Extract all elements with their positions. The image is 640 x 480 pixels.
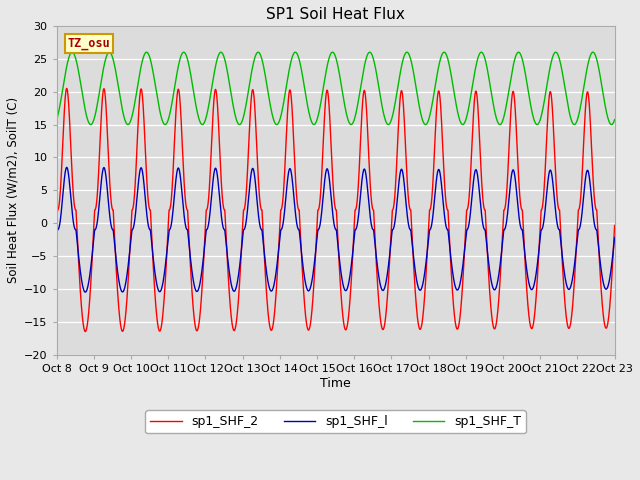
sp1_SHF_T <box>180 49 188 55</box>
X-axis label: Time: Time <box>320 377 351 390</box>
Y-axis label: Soil Heat Flux (W/m2), SoilT (C): Soil Heat Flux (W/m2), SoilT (C) <box>7 97 20 283</box>
sp1_SHF_T <box>533 121 541 127</box>
Text: TZ_osu: TZ_osu <box>68 37 111 50</box>
sp1_SHF_T <box>383 120 390 126</box>
Title: SP1 Soil Heat Flux: SP1 Soil Heat Flux <box>266 7 405 22</box>
Legend: sp1_SHF_2, sp1_SHF_l, sp1_SHF_T: sp1_SHF_2, sp1_SHF_l, sp1_SHF_T <box>145 410 526 433</box>
sp1_SHF_l <box>63 165 70 170</box>
sp1_SHF_2 <box>255 184 262 190</box>
sp1_SHF_2 <box>63 85 70 91</box>
sp1_SHF_l <box>408 232 415 238</box>
sp1_SHF_2 <box>497 275 504 280</box>
sp1_SHF_T <box>611 117 618 122</box>
Line: sp1_SHF_2: sp1_SHF_2 <box>56 88 614 332</box>
sp1_SHF_l <box>383 274 391 280</box>
sp1_SHF_l <box>467 210 474 216</box>
Line: sp1_SHF_T: sp1_SHF_T <box>56 52 614 124</box>
sp1_SHF_2 <box>81 329 89 335</box>
Line: sp1_SHF_l: sp1_SHF_l <box>56 168 614 292</box>
sp1_SHF_T <box>255 49 262 55</box>
sp1_SHF_l <box>255 215 262 221</box>
sp1_SHF_2 <box>383 300 391 306</box>
sp1_SHF_2 <box>611 223 618 228</box>
sp1_SHF_2 <box>81 328 88 334</box>
sp1_SHF_T <box>52 117 60 122</box>
sp1_SHF_l <box>81 289 88 295</box>
sp1_SHF_l <box>81 289 89 295</box>
sp1_SHF_2 <box>408 217 415 223</box>
sp1_SHF_T <box>496 121 504 127</box>
sp1_SHF_2 <box>467 174 474 180</box>
sp1_SHF_T <box>467 96 474 101</box>
sp1_SHF_l <box>52 235 60 241</box>
sp1_SHF_T <box>81 104 88 110</box>
sp1_SHF_2 <box>52 223 60 229</box>
sp1_SHF_T <box>408 59 415 64</box>
sp1_SHF_l <box>497 261 504 267</box>
sp1_SHF_l <box>611 235 618 240</box>
